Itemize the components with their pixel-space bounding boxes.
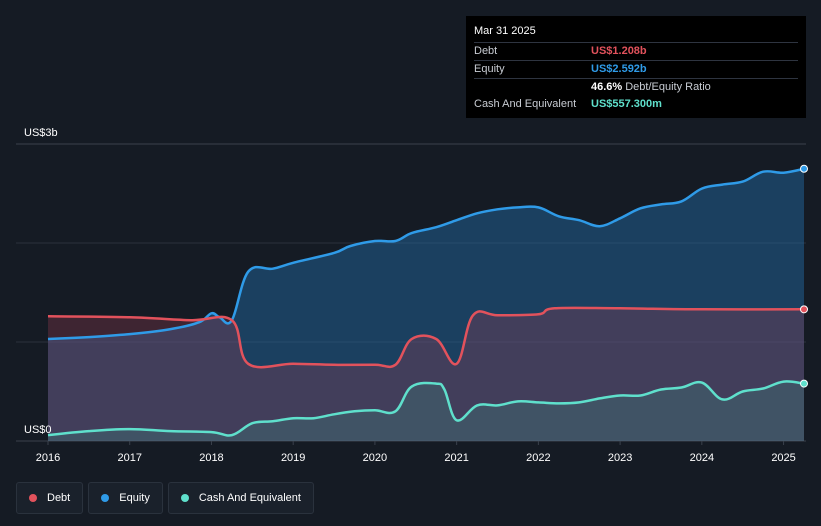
legend-label: Equity: [119, 492, 150, 504]
x-tick-label: 2025: [771, 452, 795, 464]
cash-and-equivalent-line: [47, 380, 805, 437]
y-tick-label: US$3b: [24, 127, 58, 139]
debt-line: [47, 306, 805, 369]
y-axis-ticks: US$3b US$0: [24, 127, 58, 436]
tooltip-row: Debt US$1.208b: [474, 42, 798, 60]
tooltip-row: Cash And Equivalent US$557.300m: [474, 96, 798, 113]
tooltip-panel: Mar 31 2025 Debt US$1.208b Equity US$2.592b…: [466, 16, 806, 118]
x-tick-label: 2021: [444, 452, 468, 464]
chart-lines: [47, 167, 805, 437]
debt-end-marker: [800, 305, 808, 314]
x-tick-label: 2018: [199, 452, 223, 464]
tooltip-row-value: 46.6%: [591, 81, 623, 93]
legend-item-cash-and-equivalent[interactable]: Cash And Equivalent: [167, 482, 314, 514]
legend-item-debt[interactable]: Debt: [16, 482, 84, 514]
tooltip-row-suffix: Debt/Equity Ratio: [625, 81, 711, 93]
legend-label: Debt: [47, 492, 71, 504]
tooltip-rows: Debt US$1.208b Equity US$2.592b 46.6% Debt/Eq…: [474, 42, 798, 113]
equity-area: [48, 168, 804, 442]
chart-areas: [48, 168, 804, 442]
chart-grid: [16, 143, 806, 442]
tooltip-row-value: US$1.208b: [591, 45, 647, 57]
legend-item-equity[interactable]: Equity: [88, 482, 163, 514]
tooltip-row-label: Equity: [474, 63, 505, 75]
tooltip-row-value: US$2.592b: [591, 63, 647, 75]
equity-end-marker: [800, 164, 808, 173]
x-tick-label: 2024: [690, 452, 714, 464]
debt-area: [48, 307, 804, 441]
cash-and-equivalent-end-marker: [800, 379, 808, 388]
x-tick-label: 2019: [281, 452, 305, 464]
tooltip-row-value: US$557.300m: [591, 98, 662, 110]
legend-dot-icon: [180, 494, 189, 502]
tooltip-row: Equity US$2.592b: [474, 60, 798, 78]
x-tick-label: 2016: [36, 452, 60, 464]
tooltip-row: 46.6% Debt/Equity Ratio: [474, 78, 798, 96]
x-tick-label: 2023: [608, 452, 632, 464]
tooltip-row-label: [474, 79, 591, 96]
legend-label: Cash And Equivalent: [198, 492, 301, 504]
x-tick-label: 2020: [363, 452, 387, 464]
legend-dot-icon: [101, 494, 110, 502]
y-tick-label: US$0: [24, 424, 52, 436]
tooltip-row-label: Cash And Equivalent: [474, 98, 577, 110]
tooltip-row-label: Debt: [474, 45, 498, 57]
x-tick-label: 2022: [526, 452, 550, 464]
x-axis-ticks: 2016 2017 2018 2019 2020 2021 2022 2023 2024 2025: [36, 441, 796, 464]
tooltip-date: Mar 31 2025: [474, 25, 536, 37]
x-tick-label: 2017: [117, 452, 141, 464]
chart-end-markers: [800, 164, 808, 388]
chart-legend: Debt Equity Cash And Equivalent: [16, 482, 314, 514]
equity-line: [47, 167, 805, 341]
legend-dot-icon: [29, 494, 37, 502]
